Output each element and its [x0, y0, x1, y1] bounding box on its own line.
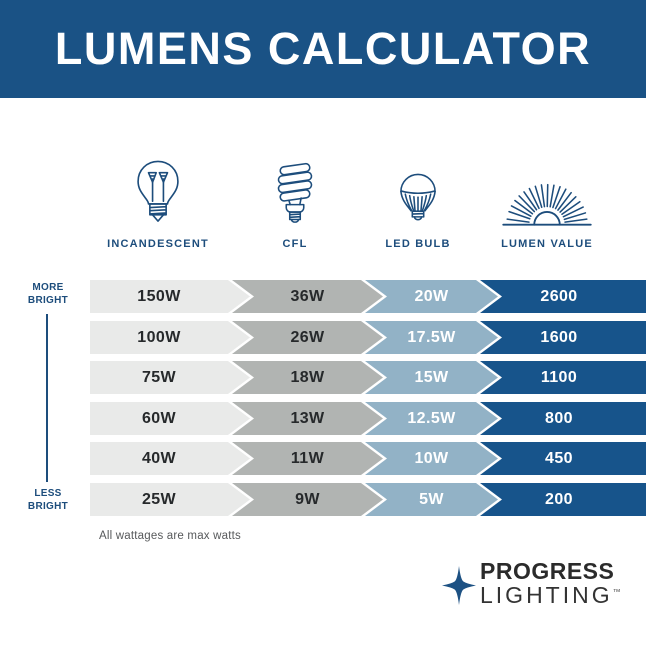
- cell-lumens: 200: [480, 483, 646, 516]
- header-banner: LUMENS CALCULATOR: [0, 0, 646, 98]
- cell-led: 17.5W: [365, 321, 498, 354]
- cell-lumens: 800: [480, 402, 646, 435]
- page-title: LUMENS CALCULATOR: [54, 23, 592, 74]
- column-label-lumen: LUMEN VALUE: [501, 238, 593, 250]
- more-bright-label: MORE BRIGHT: [27, 282, 69, 306]
- cell-cfl: 18W: [232, 361, 383, 394]
- cell-cfl: 26W: [232, 321, 383, 354]
- star-icon: [442, 566, 476, 605]
- column-label-led: LED BULB: [385, 238, 451, 250]
- led-bulb-icon: [400, 173, 436, 221]
- logo-text-lighting: LIGHTING: [480, 582, 613, 608]
- cell-cfl: 9W: [232, 483, 383, 516]
- table-row: 60W 13W 12.5W 800: [90, 402, 646, 435]
- cell-lumens: 1600: [480, 321, 646, 354]
- less-bright-label: LESS BRIGHT: [27, 488, 69, 512]
- cell-lumens: 450: [480, 442, 646, 475]
- incandescent-bulb-icon: [137, 160, 179, 222]
- table-row: 40W 11W 10W 450: [90, 442, 646, 475]
- cfl-bulb-icon: [277, 162, 313, 223]
- cell-incandescent: 40W: [90, 442, 250, 475]
- footnote: All wattages are max watts: [99, 530, 241, 542]
- table-row: 100W 26W 17.5W 1600: [90, 321, 646, 354]
- table-row: 150W 36W 20W 2600: [90, 280, 646, 313]
- table-row: 75W 18W 15W 1100: [90, 361, 646, 394]
- cell-led: 5W: [365, 483, 498, 516]
- cell-led: 20W: [365, 280, 498, 313]
- cell-cfl: 13W: [232, 402, 383, 435]
- cell-incandescent: 100W: [90, 321, 250, 354]
- cell-led: 12.5W: [365, 402, 498, 435]
- column-label-incandescent: INCANDESCENT: [107, 238, 209, 250]
- logo-text-progress: PROGRESS: [480, 558, 615, 584]
- lumen-rays-icon: [502, 183, 592, 226]
- cell-led: 15W: [365, 361, 498, 394]
- brightness-scale-line: [46, 314, 48, 482]
- cell-cfl: 11W: [232, 442, 383, 475]
- cell-incandescent: 25W: [90, 483, 250, 516]
- cell-lumens: 2600: [480, 280, 646, 313]
- cell-incandescent: 75W: [90, 361, 250, 394]
- cell-incandescent: 150W: [90, 280, 250, 313]
- cell-incandescent: 60W: [90, 402, 250, 435]
- column-header-lumen: LUMEN VALUE: [477, 152, 617, 250]
- table-row: 25W 9W 5W 200: [90, 483, 646, 516]
- cell-cfl: 36W: [232, 280, 383, 313]
- column-label-cfl: CFL: [282, 238, 308, 250]
- column-header-incandescent: INCANDESCENT: [88, 152, 228, 250]
- column-header-cfl: CFL: [225, 152, 365, 250]
- cell-lumens: 1100: [480, 361, 646, 394]
- cell-led: 10W: [365, 442, 498, 475]
- progress-lighting-logo: PROGRESS LIGHTING™: [442, 558, 632, 618]
- trademark-symbol: ™: [612, 587, 621, 597]
- column-header-led: LED BULB: [348, 152, 488, 250]
